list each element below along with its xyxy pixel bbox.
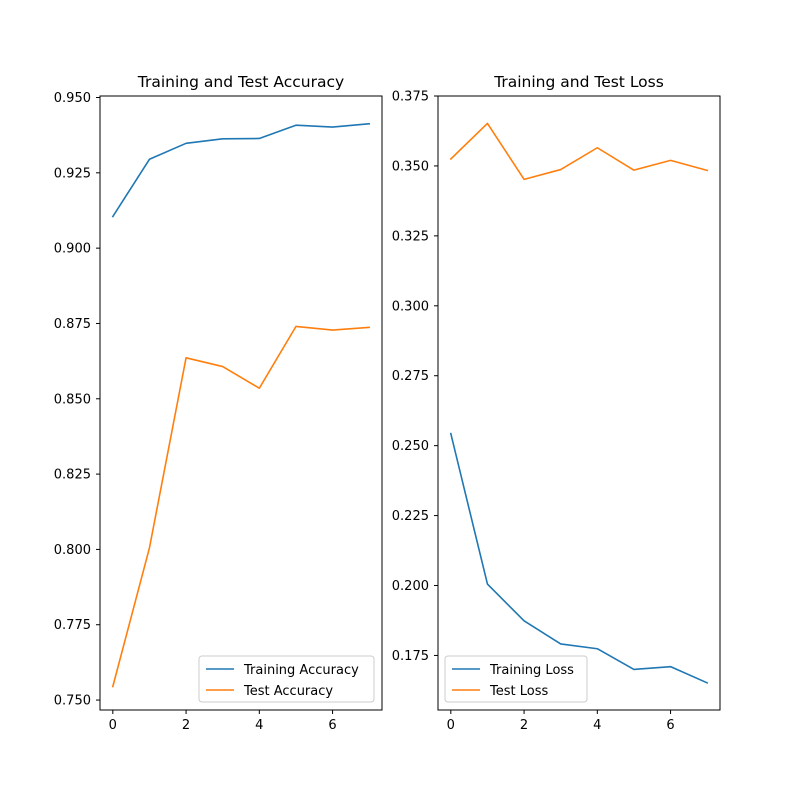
accuracy-chart-title: Training and Test Accuracy bbox=[137, 73, 344, 91]
x-tick-label: 4 bbox=[255, 718, 263, 733]
accuracy-legend-box bbox=[198, 655, 375, 703]
x-tick-label: 2 bbox=[182, 718, 190, 733]
y-tick-label: 0.275 bbox=[392, 369, 429, 384]
series-line-test-loss bbox=[449, 122, 709, 181]
legend-label-training-accuracy: Training Accuracy bbox=[243, 663, 359, 678]
series-line-training-loss bbox=[449, 432, 709, 684]
loss-axes-frame bbox=[437, 95, 721, 711]
accuracy-tick-layer: 0 2 4 6 0.750 0.775 0.800 0.825 0.850 0.875 0.900 0… bbox=[54, 91, 337, 733]
accuracy-axes-frame bbox=[99, 95, 383, 711]
loss-legend-box bbox=[444, 655, 588, 703]
y-tick-label: 0.925 bbox=[54, 166, 91, 181]
y-tick-label: 0.375 bbox=[392, 90, 429, 105]
y-tick-label: 0.850 bbox=[54, 392, 91, 407]
series-line-training-accuracy bbox=[111, 122, 371, 218]
x-tick-label: 0 bbox=[109, 718, 117, 733]
accuracy-series-layer bbox=[111, 122, 371, 688]
y-tick-label: 0.300 bbox=[392, 299, 429, 314]
series-line-test-accuracy bbox=[111, 325, 371, 688]
y-tick-label: 0.250 bbox=[392, 439, 429, 454]
legend-label-test-accuracy: Test Accuracy bbox=[243, 684, 333, 699]
y-tick-label: 0.200 bbox=[392, 579, 429, 594]
y-tick-label: 0.875 bbox=[54, 317, 91, 332]
loss-tick-layer: 0 2 4 6 0.175 0.200 0.225 0.250 0.275 0.300 0.325 0… bbox=[392, 90, 675, 734]
loss-legend: Training Loss Test Loss bbox=[444, 655, 588, 703]
y-tick-label: 0.775 bbox=[54, 618, 91, 633]
legend-label-training-loss: Training Loss bbox=[489, 663, 574, 678]
y-tick-label: 0.350 bbox=[392, 159, 429, 174]
loss-subplot: Training and Test Loss 0 2 4 6 0.175 0.200 0.2… bbox=[392, 73, 721, 734]
y-tick-label: 0.900 bbox=[54, 242, 91, 257]
x-tick-label: 2 bbox=[520, 718, 528, 733]
accuracy-legend: Training Accuracy Test Accuracy bbox=[198, 655, 375, 703]
x-tick-label: 6 bbox=[666, 718, 674, 733]
y-tick-label: 0.800 bbox=[54, 543, 91, 558]
y-tick-label: 0.750 bbox=[54, 694, 91, 709]
loss-chart-title: Training and Test Loss bbox=[493, 73, 664, 91]
loss-series-layer bbox=[449, 122, 709, 684]
x-tick-label: 0 bbox=[447, 718, 455, 733]
legend-label-test-loss: Test Loss bbox=[489, 684, 548, 699]
y-tick-label: 0.325 bbox=[392, 229, 429, 244]
y-tick-label: 0.225 bbox=[392, 509, 429, 524]
x-tick-label: 6 bbox=[328, 718, 336, 733]
y-tick-label: 0.825 bbox=[54, 468, 91, 483]
y-tick-label: 0.175 bbox=[392, 649, 429, 664]
y-tick-label: 0.950 bbox=[54, 91, 91, 106]
x-tick-label: 4 bbox=[593, 718, 601, 733]
accuracy-subplot: Training and Test Accuracy 0 2 4 6 0.750 0.77… bbox=[54, 73, 383, 733]
